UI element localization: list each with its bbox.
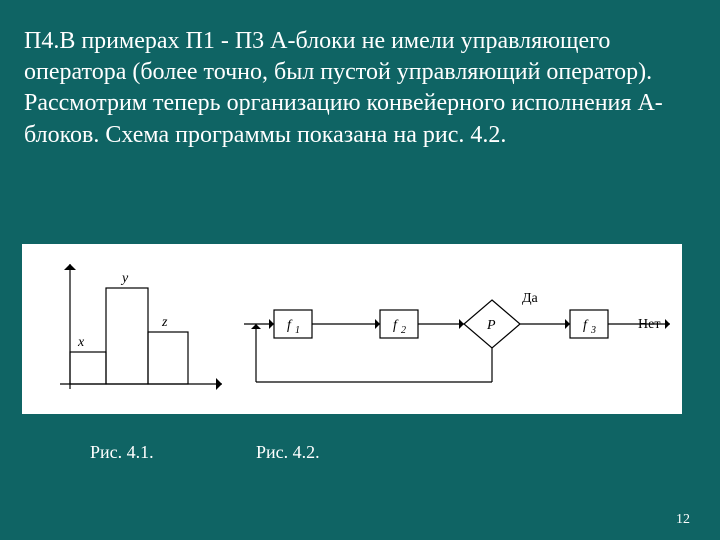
svg-text:x: x [77,335,85,350]
svg-text:P: P [486,318,496,333]
svg-text:Да: Да [522,291,539,306]
caption-left: Рис. 4.1. [90,442,154,463]
svg-text:z: z [161,315,168,330]
caption-right: Рис. 4.2. [256,442,320,463]
svg-text:Нет: Нет [638,317,660,332]
page-number: 12 [676,512,690,528]
svg-text:2: 2 [401,325,406,336]
diagram-area: xyzf1f2f3PДаНет [22,244,682,414]
svg-text:3: 3 [590,325,596,336]
svg-text:1: 1 [295,325,300,336]
body-text: П4.В примерах П1 - П3 А-блоки не имели у… [24,26,696,151]
diagram-svg: xyzf1f2f3PДаНет [22,244,682,414]
svg-text:y: y [120,271,129,286]
slide: { "background_color": "#0f6464", "text_c… [0,0,720,540]
